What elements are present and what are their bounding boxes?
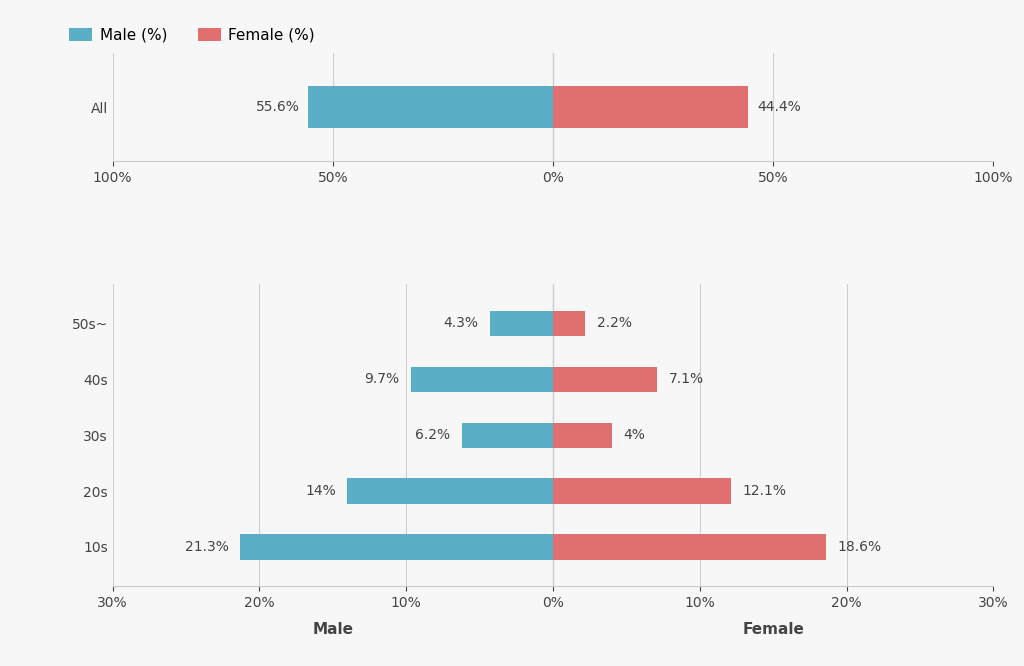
Bar (553, 310, 586, 336)
Text: 2.2%: 2.2% (597, 316, 632, 330)
Text: 4.3%: 4.3% (443, 316, 478, 330)
Text: Male: Male (312, 623, 353, 637)
Text: 6.2%: 6.2% (415, 428, 451, 442)
Text: Female: Female (742, 623, 804, 637)
Text: 18.6%: 18.6% (838, 540, 882, 554)
Bar (553, 366, 657, 392)
Bar (411, 366, 553, 392)
Text: 55.6%: 55.6% (255, 100, 299, 114)
Bar (308, 86, 553, 129)
Text: 7.1%: 7.1% (669, 372, 705, 386)
Bar (553, 534, 826, 559)
Legend: Male (%), Female (%): Male (%), Female (%) (69, 27, 314, 43)
Bar (347, 478, 553, 503)
Bar (489, 310, 553, 336)
Bar (553, 86, 749, 129)
Text: 9.7%: 9.7% (364, 372, 399, 386)
Text: 12.1%: 12.1% (742, 484, 786, 498)
Bar (462, 422, 553, 448)
Text: 4%: 4% (624, 428, 645, 442)
Text: 21.3%: 21.3% (184, 540, 228, 554)
Bar (241, 534, 553, 559)
Text: 44.4%: 44.4% (758, 100, 801, 114)
Text: 14%: 14% (305, 484, 336, 498)
Bar (553, 422, 611, 448)
Bar (553, 478, 730, 503)
